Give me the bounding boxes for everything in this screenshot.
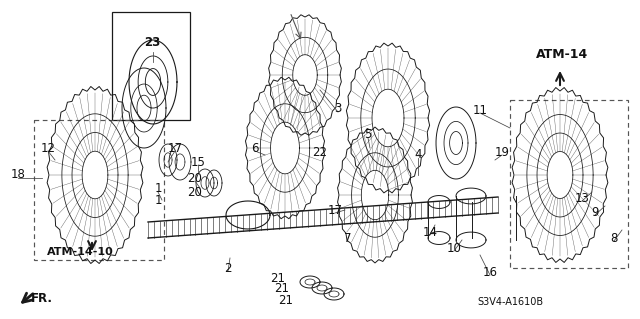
Text: 7: 7 <box>344 232 352 244</box>
Text: 1: 1 <box>154 194 162 206</box>
Text: 22: 22 <box>312 145 328 159</box>
Text: 18: 18 <box>11 168 26 182</box>
Text: 5: 5 <box>364 129 372 142</box>
Text: 10: 10 <box>447 241 461 255</box>
Text: 21: 21 <box>271 271 285 285</box>
Text: 16: 16 <box>483 265 497 278</box>
Text: 2: 2 <box>224 262 232 275</box>
Text: 14: 14 <box>422 226 438 239</box>
Text: 19: 19 <box>495 145 509 159</box>
Text: 1: 1 <box>154 182 162 195</box>
Text: 9: 9 <box>591 205 599 219</box>
Text: 20: 20 <box>188 186 202 198</box>
Text: 21: 21 <box>275 283 289 295</box>
Text: 23: 23 <box>144 35 160 48</box>
Bar <box>510 100 628 268</box>
Text: ATM-14-10: ATM-14-10 <box>47 247 113 257</box>
Text: 3: 3 <box>334 101 342 115</box>
Text: 4: 4 <box>414 149 422 161</box>
Text: 8: 8 <box>611 232 618 244</box>
Text: 20: 20 <box>188 172 202 184</box>
Bar <box>112 12 190 120</box>
Text: 6: 6 <box>252 142 259 154</box>
Text: ATM-14: ATM-14 <box>536 48 588 62</box>
Text: 17: 17 <box>168 142 182 154</box>
Bar <box>34 120 164 260</box>
Text: FR.: FR. <box>31 292 53 305</box>
Text: 21: 21 <box>278 293 294 307</box>
Text: S3V4-A1610B: S3V4-A1610B <box>477 297 543 307</box>
Text: 17: 17 <box>328 204 342 217</box>
Text: 12: 12 <box>40 142 56 154</box>
Text: 13: 13 <box>575 191 589 204</box>
Text: 15: 15 <box>191 155 205 168</box>
Text: 11: 11 <box>472 103 488 116</box>
